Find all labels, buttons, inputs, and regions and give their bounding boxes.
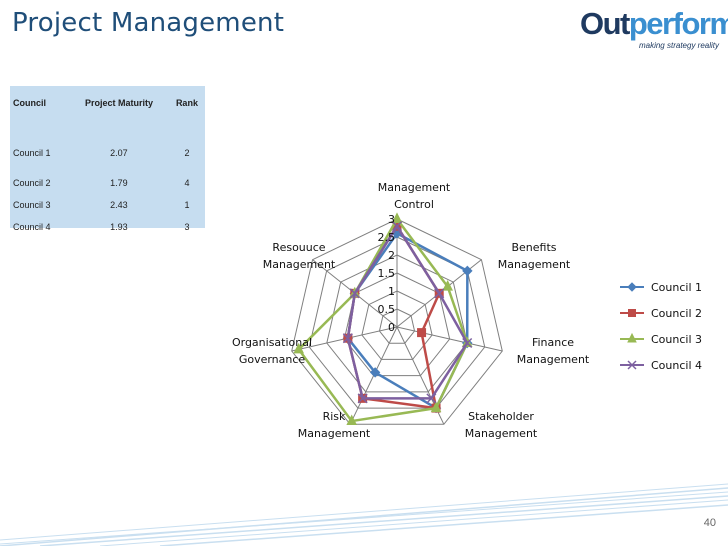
marker-stroke xyxy=(627,360,637,370)
table-cell: 1.79 xyxy=(110,178,128,188)
axis-label: Management xyxy=(498,258,571,271)
tick-label: 0.5 xyxy=(378,303,396,316)
column-header: Council xyxy=(13,98,46,108)
legend-label: Council 4 xyxy=(651,359,702,372)
logo-brand-part2: perform xyxy=(628,6,728,41)
table-header-row: Council Project Maturity Rank xyxy=(10,86,205,120)
table-cell: 2.07 xyxy=(110,148,128,158)
grid-ring xyxy=(291,218,503,425)
radar-series xyxy=(293,212,473,426)
data-point xyxy=(462,337,473,349)
council-maturity-table: Council Project Maturity Rank Council 1 … xyxy=(10,86,205,232)
tick-label: 0 xyxy=(388,321,395,334)
legend-label: Council 3 xyxy=(651,333,702,346)
table-row: Council 2 1.79 4 xyxy=(10,172,205,194)
decor-line xyxy=(99,499,728,546)
slide-decoration xyxy=(0,483,728,546)
table-cell: 1.93 xyxy=(110,222,128,232)
grid-ring xyxy=(378,308,416,344)
legend-marker xyxy=(627,360,637,370)
table-cell: 4 xyxy=(184,178,190,188)
decor-line xyxy=(0,491,728,545)
slide-title: Project Management xyxy=(12,8,285,38)
axis-label: Management xyxy=(517,353,590,366)
grid-spoke xyxy=(396,326,503,352)
axis-label: Benefits xyxy=(511,241,556,254)
table-row: Council 1 2.07 2 xyxy=(10,120,205,172)
data-point xyxy=(293,342,305,354)
data-point xyxy=(426,393,437,404)
grid-ring xyxy=(326,254,468,393)
marker-stroke xyxy=(391,221,403,232)
legend-label: Council 1 xyxy=(651,281,702,294)
axis-label: Governance xyxy=(239,353,306,366)
radar-labels: 0 0.5 1 1.5 2 2.5 3 Management Control Benefits Ma… xyxy=(232,181,590,440)
decor-line xyxy=(39,495,728,546)
axis-label: Resouuce xyxy=(272,241,325,254)
decor-line xyxy=(0,487,728,546)
tick-label: 2.5 xyxy=(378,231,396,244)
data-point xyxy=(357,393,368,404)
logo-tagline: making strategy reality xyxy=(638,41,719,50)
data-point xyxy=(434,288,445,299)
table-cell: 3 xyxy=(184,222,190,232)
marker-stroke xyxy=(342,333,353,344)
table-row: Council 4 1.93 3 xyxy=(10,216,205,238)
column-header: Rank xyxy=(175,98,198,108)
marker-stroke xyxy=(434,288,445,299)
decor-line xyxy=(0,483,728,541)
legend-marker xyxy=(627,282,637,292)
data-point xyxy=(462,265,473,277)
marker-stroke xyxy=(357,393,368,404)
marker-stroke xyxy=(426,393,437,404)
axis-label: Organisational xyxy=(232,336,312,349)
logo-brand-part1: Out xyxy=(580,6,630,41)
tick-label: 1 xyxy=(388,285,395,298)
axis-label: Management xyxy=(378,181,451,194)
table-cell: Council 2 xyxy=(13,178,51,188)
axis-label: Stakeholder xyxy=(468,410,534,423)
data-point xyxy=(442,279,453,291)
data-point xyxy=(430,401,442,413)
axis-label: Finance xyxy=(532,336,574,349)
axis-label: Management xyxy=(298,427,371,440)
data-point xyxy=(369,367,381,378)
marker-stroke xyxy=(349,288,360,299)
column-header: Project Maturity xyxy=(84,98,153,108)
data-point xyxy=(342,333,353,344)
grid-ring xyxy=(308,236,486,409)
tick-label: 2 xyxy=(388,249,395,262)
marker-stroke xyxy=(462,337,473,349)
decor-line xyxy=(159,504,728,546)
series-line xyxy=(297,217,469,423)
table-cell: 2.43 xyxy=(110,200,128,210)
axis-label: Management xyxy=(263,258,336,271)
data-point xyxy=(349,288,360,299)
legend-marker xyxy=(628,309,636,317)
data-point xyxy=(346,414,358,426)
outperform-logo: Outperform making strategy reality xyxy=(580,6,728,52)
legend-label: Council 2 xyxy=(651,307,702,320)
legend-marker xyxy=(627,332,637,343)
tick-label: 3 xyxy=(388,213,395,226)
table-row: Council 3 2.43 1 xyxy=(10,194,205,216)
grid-ring xyxy=(361,290,433,360)
axis-label: Control xyxy=(394,198,434,211)
tick-label: 1.5 xyxy=(378,267,396,280)
axis-label: Risk xyxy=(323,410,346,423)
table-cell: 1 xyxy=(184,200,190,210)
chart-legend: Council 1 Council 2 Council 3 Council 4 xyxy=(620,281,702,372)
table-cell: Council 3 xyxy=(13,200,51,210)
data-point xyxy=(417,328,427,338)
data-point xyxy=(391,212,403,223)
table-cell: 2 xyxy=(184,148,190,158)
data-point xyxy=(391,221,403,232)
axis-label: Management xyxy=(465,427,538,440)
table-cell: Council 4 xyxy=(13,222,51,232)
table-cell: Council 1 xyxy=(13,148,51,158)
page-number: 40 xyxy=(703,517,716,529)
series-line xyxy=(346,224,469,400)
